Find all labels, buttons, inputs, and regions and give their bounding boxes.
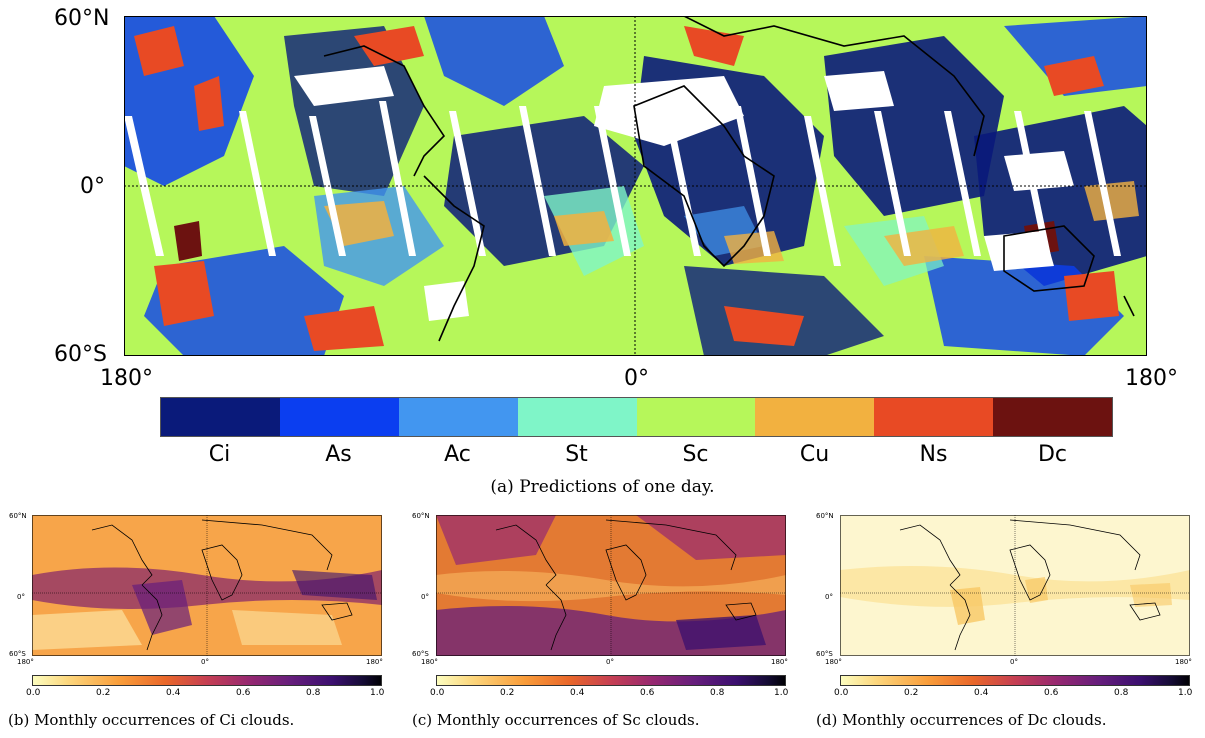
lon-label-180w: 180°	[825, 658, 842, 666]
cbar-tick: 0.4	[570, 688, 585, 698]
caption-d: (d) Monthly occurrences of Dc clouds.	[816, 711, 1107, 729]
cbar-tick: 0.2	[500, 688, 515, 698]
ci-occurrence-colorbar	[32, 675, 382, 686]
swatch-ci	[161, 398, 280, 436]
lon-label-180w: 180°	[100, 366, 153, 391]
lat-label-0: 0°	[825, 593, 833, 601]
swatch-st	[517, 398, 637, 436]
class-label-ci: Ci	[208, 442, 231, 467]
sc-occurrence-colorbar	[436, 675, 786, 686]
cbar-tick: 0.6	[1044, 688, 1059, 698]
cbar-tick: 0.0	[26, 688, 41, 698]
cbar-tick: 1.0	[774, 688, 789, 698]
lon-label-180e: 180°	[1175, 658, 1192, 666]
caption-a: (a) Predictions of one day.	[490, 477, 715, 497]
swatch-as	[279, 398, 399, 436]
lon-label-0: 0°	[201, 658, 209, 666]
lon-label-180e: 180°	[771, 658, 788, 666]
cbar-tick: 0.4	[166, 688, 181, 698]
lat-label-0: 0°	[80, 174, 105, 199]
class-label-dc: Dc	[1037, 442, 1068, 467]
cbar-tick: 1.0	[1178, 688, 1193, 698]
lon-label-180w: 180°	[421, 658, 438, 666]
ci-occurrence-map	[32, 515, 382, 656]
cbar-tick: 0.8	[306, 688, 321, 698]
swatch-sc	[636, 398, 756, 436]
cbar-tick: 0.8	[1114, 688, 1129, 698]
class-label-as: As	[325, 442, 352, 467]
class-label-ns: Ns	[919, 442, 948, 467]
lat-label-60n: 60°N	[816, 512, 834, 520]
dc-occurrence-map	[840, 515, 1190, 656]
class-label-sc: Sc	[682, 442, 709, 467]
lat-label-0: 0°	[421, 593, 429, 601]
lat-label-60n: 60°N	[9, 512, 27, 520]
lat-label-60n: 60°N	[412, 512, 430, 520]
lat-label-60s: 60°S	[412, 650, 429, 658]
lon-label-0: 0°	[1010, 658, 1018, 666]
cbar-tick: 0.8	[710, 688, 725, 698]
lon-label-0: 0°	[606, 658, 614, 666]
lon-label-180e: 180°	[1125, 366, 1178, 391]
lat-label-60s: 60°S	[54, 342, 107, 367]
dc-occurrence-colorbar	[840, 675, 1190, 686]
class-label-ac: Ac	[444, 442, 471, 467]
cbar-tick: 0.2	[96, 688, 111, 698]
lon-label-180w: 180°	[17, 658, 34, 666]
class-label-cu: Cu	[799, 442, 830, 467]
caption-b: (b) Monthly occurrences of Ci clouds.	[8, 711, 295, 729]
swatch-cu	[755, 398, 875, 436]
cbar-tick: 1.0	[370, 688, 385, 698]
cbar-tick: 0.2	[904, 688, 919, 698]
cbar-tick: 0.0	[430, 688, 445, 698]
cbar-tick: 0.4	[974, 688, 989, 698]
cbar-tick: 0.6	[236, 688, 251, 698]
lat-label-60n: 60°N	[54, 6, 110, 31]
lat-label-60s: 60°S	[9, 650, 26, 658]
lon-label-0: 0°	[624, 366, 649, 391]
cloud-class-colorbar	[160, 397, 1113, 437]
cbar-tick: 0.0	[834, 688, 849, 698]
swatch-ns	[874, 398, 994, 436]
lat-label-0: 0°	[17, 593, 25, 601]
lat-label-60s: 60°S	[816, 650, 833, 658]
caption-c: (c) Monthly occurrences of Sc clouds.	[412, 711, 700, 729]
cloud-prediction-map	[124, 16, 1147, 356]
cbar-tick: 0.6	[640, 688, 655, 698]
sc-occurrence-map	[436, 515, 786, 656]
swatch-ac	[398, 398, 518, 436]
lon-label-180e: 180°	[366, 658, 383, 666]
swatch-dc	[993, 398, 1112, 436]
class-label-st: St	[565, 442, 588, 467]
